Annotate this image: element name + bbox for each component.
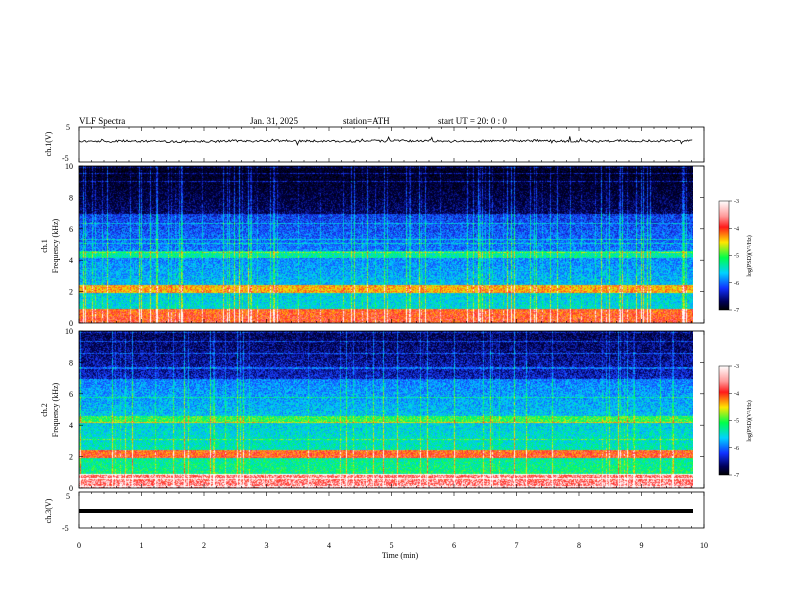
ch1-spectrogram-xticks: [78, 166, 705, 323]
colorbar-tick-label: -6: [734, 281, 739, 287]
frequency-tick-label: 10: [65, 327, 73, 336]
colorbar-tick-label: -7: [734, 473, 739, 479]
ch3-waveform-ticks: [78, 492, 705, 528]
time-tick-label: 7: [515, 541, 519, 550]
colorbar-tick-label: -4: [734, 226, 739, 232]
ch1-waveform-ylabel: ch.1(V): [44, 131, 53, 156]
frequency-tick-label: 0: [69, 484, 73, 493]
frequency-tick-label: 6: [69, 390, 73, 399]
frequency-tick-label: 6: [69, 225, 73, 234]
frequency-tick-label: 10: [65, 162, 73, 171]
time-tick-label: 0: [77, 541, 81, 550]
ch1-frequency-ylabel: Frequency (kHz): [51, 218, 60, 273]
ch1-voltage-trace: [78, 135, 693, 147]
ch3-ytick-bottom: -5: [62, 524, 69, 533]
ch2-frequency-ylabel: Frequency (kHz): [51, 382, 60, 437]
ch1-waveform-panel: 5 -5 ch.1(V): [44, 123, 705, 163]
frequency-tick-label: 4: [69, 256, 73, 265]
time-axis-label: Time (min): [382, 551, 419, 560]
ch1-colorbar-label: log(PSD)(V²/Hz): [746, 235, 753, 276]
ch2-spectrogram-image: [79, 331, 693, 488]
ch2-colorbar: [718, 365, 730, 476]
colorbar-tick-label: -5: [734, 254, 739, 260]
ch2-channel-label: ch.2: [40, 403, 49, 417]
time-tick-label: 1: [140, 541, 144, 550]
colorbar-tick-label: -6: [734, 446, 739, 452]
ch1-spectrogram-image: [79, 166, 693, 323]
time-tick-label: 9: [640, 541, 644, 550]
ch2-colorbar-ticks: -3 -4 -5 -6 -7: [729, 364, 739, 479]
ch1-spectrogram-yticks: 0 2 4 6 8 10: [65, 162, 704, 328]
start-time-label: start UT = 20: 0 : 0: [438, 116, 507, 126]
station-label: station=ATH: [343, 116, 390, 126]
colorbar-tick-label: -3: [734, 199, 739, 205]
colorbar-tick-label: -7: [734, 308, 739, 314]
ch1-ytick-top: 5: [66, 123, 70, 132]
time-tick-label: 6: [452, 541, 456, 550]
time-tick-label: 8: [577, 541, 581, 550]
time-tick-label: 2: [202, 541, 206, 550]
ch1-colorbar: [718, 200, 730, 311]
colorbar-tick-label: -4: [734, 391, 739, 397]
ch1-ytick-bottom: -5: [62, 154, 69, 163]
colorbar-tick-label: -5: [734, 419, 739, 425]
ch1-channel-label: ch.1: [40, 239, 49, 253]
date-label: Jan. 31, 2025: [250, 116, 298, 126]
time-axis-tick-labels: 0 1 2 3 4 5 6 7 8 9 10: [77, 541, 708, 550]
frequency-tick-label: 0: [69, 319, 73, 328]
frequency-tick-label: 2: [69, 288, 73, 297]
frequency-tick-label: 8: [69, 193, 73, 202]
ch1-waveform-frame: [78, 126, 705, 163]
ch1-colorbar-ticks: -3 -4 -5 -6 -7: [729, 199, 739, 314]
ch3-voltage-trace: [79, 509, 693, 513]
time-tick-label: 4: [327, 541, 331, 550]
frequency-tick-label: 8: [69, 358, 73, 367]
ch3-waveform-ylabel: ch.3(V): [44, 498, 53, 523]
frequency-tick-label: 2: [69, 453, 73, 462]
frequency-tick-label: 4: [69, 421, 73, 430]
ch2-colorbar-label: log(PSD)(V²/Hz): [746, 400, 753, 441]
time-tick-label: 5: [390, 541, 394, 550]
time-tick-label: 10: [700, 541, 708, 550]
ch1-waveform-ticks: [78, 127, 705, 162]
time-tick-label: 3: [265, 541, 269, 550]
ch2-spectrogram-xticks: [78, 331, 705, 488]
colorbar-tick-label: -3: [734, 364, 739, 370]
ch3-waveform-panel: 5 -5 ch.3(V): [44, 491, 705, 533]
ch3-ytick-top: 5: [66, 492, 70, 501]
figure-title: VLF Spectra: [79, 116, 125, 126]
ch2-spectrogram-yticks: 0 2 4 6 8 10: [65, 327, 704, 493]
